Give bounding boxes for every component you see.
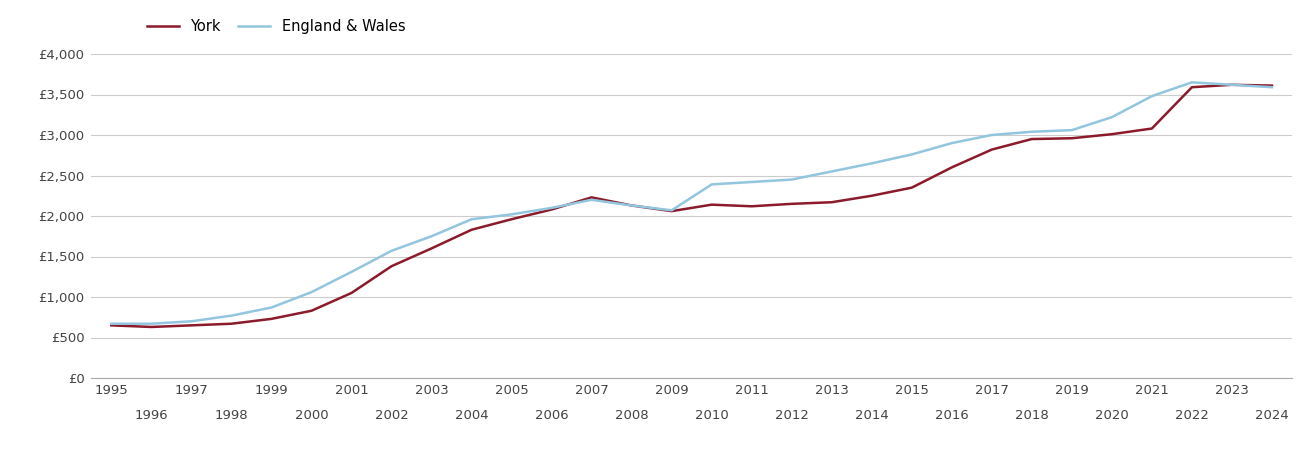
- York: [624, 203, 639, 208]
- York: [463, 227, 479, 233]
- Text: 2012: 2012: [775, 409, 809, 422]
- England & Wales: [504, 212, 519, 217]
- England & Wales: [1224, 82, 1240, 87]
- York: [784, 201, 800, 207]
- England & Wales: [223, 313, 239, 318]
- England & Wales: [103, 321, 119, 326]
- Text: 2018: 2018: [1015, 409, 1049, 422]
- Text: 2014: 2014: [855, 409, 889, 422]
- Text: 2022: 2022: [1174, 409, 1208, 422]
- York: [823, 199, 839, 205]
- York: [424, 246, 440, 251]
- York: [304, 308, 320, 314]
- York: [744, 203, 760, 209]
- England & Wales: [144, 321, 159, 326]
- England & Wales: [1144, 94, 1160, 99]
- York: [1024, 136, 1040, 142]
- Text: 2020: 2020: [1095, 409, 1129, 422]
- England & Wales: [544, 205, 560, 211]
- England & Wales: [583, 197, 599, 202]
- York: [1265, 83, 1280, 88]
- Line: England & Wales: England & Wales: [111, 82, 1272, 324]
- Text: 2006: 2006: [535, 409, 569, 422]
- York: [264, 316, 279, 322]
- Text: 2000: 2000: [295, 409, 329, 422]
- England & Wales: [784, 177, 800, 182]
- York: [1064, 135, 1079, 141]
- England & Wales: [624, 203, 639, 208]
- York: [1144, 126, 1160, 131]
- England & Wales: [384, 248, 399, 253]
- York: [144, 324, 159, 330]
- York: [904, 185, 920, 190]
- York: [223, 321, 239, 326]
- Text: 2016: 2016: [934, 409, 968, 422]
- Legend: York, England & Wales: York, England & Wales: [146, 19, 406, 34]
- York: [1224, 82, 1240, 87]
- Text: 2002: 2002: [375, 409, 408, 422]
- England & Wales: [424, 234, 440, 239]
- York: [1104, 131, 1120, 137]
- York: [864, 193, 880, 198]
- England & Wales: [944, 140, 959, 146]
- York: [343, 290, 359, 296]
- York: [664, 208, 680, 214]
- York: [384, 264, 399, 269]
- England & Wales: [463, 216, 479, 222]
- York: [984, 147, 1000, 152]
- Text: 1996: 1996: [134, 409, 168, 422]
- England & Wales: [744, 179, 760, 184]
- Text: 2008: 2008: [615, 409, 649, 422]
- England & Wales: [1265, 85, 1280, 90]
- York: [504, 216, 519, 222]
- Text: 2024: 2024: [1255, 409, 1289, 422]
- England & Wales: [184, 319, 200, 324]
- England & Wales: [823, 169, 839, 174]
- Text: 2004: 2004: [454, 409, 488, 422]
- York: [103, 323, 119, 328]
- England & Wales: [1024, 129, 1040, 135]
- England & Wales: [343, 269, 359, 274]
- York: [184, 323, 200, 328]
- England & Wales: [864, 161, 880, 166]
- Line: York: York: [111, 85, 1272, 327]
- York: [703, 202, 719, 207]
- Text: 1998: 1998: [214, 409, 248, 422]
- Text: 2010: 2010: [694, 409, 728, 422]
- England & Wales: [304, 289, 320, 295]
- England & Wales: [703, 182, 719, 187]
- York: [544, 207, 560, 212]
- England & Wales: [264, 305, 279, 310]
- England & Wales: [1064, 127, 1079, 133]
- York: [944, 165, 959, 170]
- England & Wales: [664, 207, 680, 213]
- York: [1184, 85, 1199, 90]
- England & Wales: [904, 152, 920, 157]
- England & Wales: [1104, 114, 1120, 120]
- England & Wales: [984, 132, 1000, 138]
- York: [583, 195, 599, 200]
- England & Wales: [1184, 80, 1199, 85]
